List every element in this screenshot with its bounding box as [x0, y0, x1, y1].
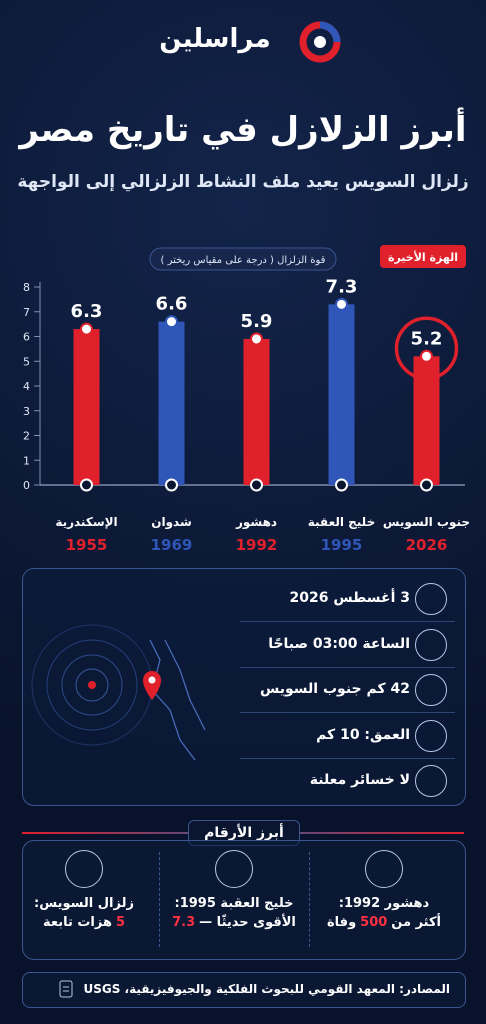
value-marker: [420, 349, 433, 363]
x-tick-label: خليج العقبة: [308, 515, 375, 529]
logo-icon: [299, 21, 341, 63]
stat: زلزال السويس: 5هزات تابعة: [14, 850, 154, 950]
y-tick-label: 6: [23, 331, 30, 344]
stat: دهشور 1992: أكثر من500وفاة: [314, 850, 454, 950]
stat-separator: [309, 852, 310, 947]
stat-heading: زلزال السويس:: [34, 896, 134, 911]
axis-label-pill: [149, 247, 337, 271]
data-label: 6.6: [156, 294, 188, 315]
detail-icon: [415, 583, 447, 615]
detail-icon: [415, 674, 447, 706]
detail-separator: [240, 712, 455, 713]
chart: قوة الزلزال ( درجة على مقياس ريختر ) اله…: [23, 245, 470, 554]
y-tick-label: 5: [23, 355, 30, 368]
bar: [158, 321, 185, 485]
y-tick-label: 1: [23, 454, 30, 467]
base-marker: [335, 478, 348, 492]
x-tick-label: شدوان: [151, 515, 192, 530]
year-label: 2026: [406, 536, 448, 554]
stat-heading: خليج العقبة 1995:: [174, 896, 294, 911]
source-box: [22, 972, 466, 1008]
bar: [73, 329, 100, 485]
stat-part: 7.3: [172, 915, 196, 930]
base-marker: [80, 478, 93, 492]
detail-icon: [415, 719, 447, 752]
detail-text: 3 أغسطس 2026: [289, 590, 410, 606]
value-marker: [335, 297, 348, 311]
detail-separator: [240, 757, 455, 759]
y-tick-label: 0: [23, 479, 30, 492]
stat-part: الأقوى حديثًا —: [199, 915, 296, 930]
stat-line: أكثر من500وفاة: [314, 915, 454, 930]
y-tick-label: 7: [23, 306, 30, 319]
logo-text: مراسلين: [159, 24, 271, 54]
detail-text: 42 كم جنوب السويس: [259, 681, 410, 697]
subtitle: زلزال السويس يعيد ملف النشاط الزلزالي إل…: [17, 172, 469, 192]
x-tick-label: الإسكندرية: [55, 515, 117, 529]
bar: [413, 356, 440, 485]
stat-part: هزات تابعة: [42, 915, 112, 930]
x-tick-label: دهشور: [235, 515, 277, 530]
bar: [328, 304, 355, 485]
y-tick-label: 4: [23, 380, 30, 393]
detail-separator: [240, 666, 455, 668]
value-marker: [250, 332, 263, 346]
y-tick-label: 3: [23, 405, 30, 418]
x-tick-label: جنوب السويس: [383, 515, 470, 530]
badge: الهزة الأخيرة: [388, 250, 458, 264]
base-marker: [250, 478, 263, 492]
year-label: 1995: [321, 536, 363, 554]
data-label: 6.3: [71, 301, 103, 322]
detail-text: لا خسائر معلنة: [309, 772, 410, 788]
stat-heading: دهشور 1992:: [338, 896, 430, 911]
stat-part: 500: [360, 915, 388, 930]
year-label: 1992: [236, 536, 278, 554]
stat-icon: [65, 850, 103, 888]
detail-text: الساعة 03:00 صباحًا: [268, 635, 410, 652]
badge-bg: [380, 245, 466, 268]
y-tick-label: 8: [23, 281, 30, 294]
bar: [243, 338, 270, 485]
data-label: 5.9: [241, 311, 273, 332]
stat: خليج العقبة 1995: الأقوى حديثًا —7.3: [164, 850, 304, 950]
detail-separator: [240, 621, 455, 622]
stat-part: 5: [115, 915, 126, 930]
stat-icon: [215, 850, 253, 888]
stat-part: أكثر من: [391, 915, 441, 930]
stat-line: الأقوى حديثًا —7.3: [164, 915, 304, 930]
map: [31, 624, 206, 761]
detail-text: العمق: 10 كم: [316, 726, 410, 743]
stat-icon: [365, 850, 403, 888]
title: أبرز الزلازل في تاريخ مصر: [19, 110, 467, 150]
data-label: 5.2: [411, 328, 443, 349]
stat-separator: [159, 852, 160, 947]
y-tick-label: 2: [23, 430, 30, 443]
stat-line: 5هزات تابعة: [14, 915, 154, 930]
data-label: 7.3: [326, 276, 358, 297]
year-label: 1969: [151, 536, 193, 554]
source-icon: [59, 980, 73, 998]
details-box: [22, 568, 466, 806]
value-marker: [165, 315, 178, 329]
base-marker: [420, 478, 433, 492]
y-axis-label: قوة الزلزال ( درجة على مقياس ريختر ): [161, 255, 326, 266]
stat-part: وفاة: [327, 915, 357, 930]
source: المصادر: المعهد القومي للبحوث الفلكية وا…: [83, 982, 450, 996]
detail-icon: [415, 765, 447, 797]
detail-icon: [415, 628, 447, 661]
year-label: 1955: [66, 536, 108, 554]
value-marker: [80, 322, 93, 336]
base-marker: [165, 478, 178, 492]
